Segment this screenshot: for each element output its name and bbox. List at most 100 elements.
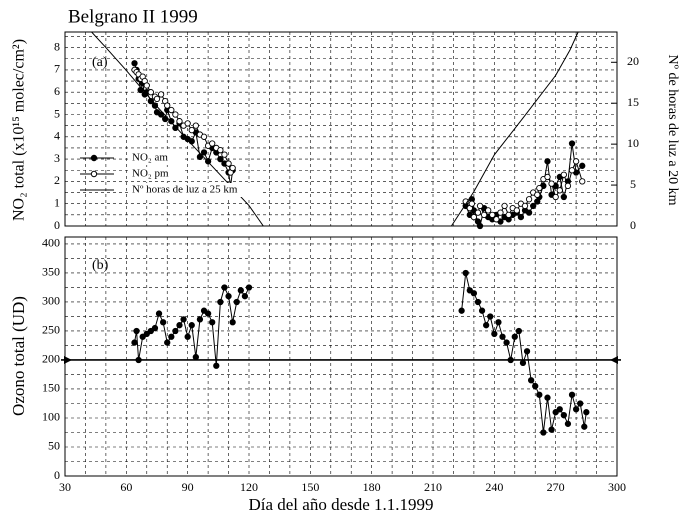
data-point <box>168 118 175 125</box>
legend-label: Nº horas de luz a 25 km <box>132 184 238 196</box>
data-point <box>556 406 563 413</box>
y-tick-label: 8 <box>54 39 60 53</box>
data-point <box>233 298 240 306</box>
data-point <box>572 158 580 165</box>
data-point <box>462 269 469 277</box>
y-tick-label: 400 <box>42 236 60 250</box>
data-point <box>217 298 224 306</box>
data-point <box>476 202 484 210</box>
data-point <box>548 180 555 187</box>
series-line <box>450 32 579 226</box>
data-point <box>131 339 138 346</box>
legend-label: NO₂ am <box>132 152 168 164</box>
data-point <box>513 207 520 214</box>
data-point <box>489 211 496 219</box>
data-point <box>493 216 500 223</box>
data-point <box>476 222 484 230</box>
data-point <box>164 339 171 346</box>
data-point <box>544 158 551 165</box>
legend-bg <box>130 167 185 181</box>
data-point <box>245 284 253 291</box>
data-point <box>483 322 490 329</box>
data-point <box>503 339 510 346</box>
data-point <box>209 319 216 326</box>
annotation: (b) <box>92 258 109 273</box>
data-point <box>499 333 506 340</box>
y2-tick-label: 0 <box>630 218 636 232</box>
x-tick-label: 150 <box>301 480 319 494</box>
y-tick-label: 3 <box>54 151 60 165</box>
data-point <box>188 126 195 134</box>
data-point <box>485 207 492 214</box>
data-point <box>470 213 478 221</box>
data-point <box>143 82 150 89</box>
data-point <box>560 171 567 178</box>
data-point <box>196 153 204 161</box>
data-point <box>172 111 179 118</box>
data-point <box>180 316 187 323</box>
data-point <box>188 322 195 329</box>
data-point <box>544 173 551 181</box>
x-tick-label: 180 <box>363 480 381 494</box>
y-tick-label: 1 <box>54 195 60 209</box>
data-point <box>568 391 576 398</box>
data-point <box>147 97 155 105</box>
y-tick-label: 0 <box>54 218 60 232</box>
data-point <box>470 290 478 297</box>
data-point <box>196 316 204 323</box>
data-point <box>525 209 533 216</box>
data-point <box>133 327 140 335</box>
data-point <box>474 298 482 306</box>
data-point <box>155 310 163 317</box>
data-point <box>497 209 504 216</box>
y-tick-label: 5 <box>54 106 60 120</box>
data-point <box>237 287 244 294</box>
annotation: (a) <box>92 55 108 70</box>
y-tick-label: 50 <box>48 439 60 453</box>
data-point <box>151 102 159 109</box>
data-point <box>544 394 551 401</box>
data-point <box>478 307 486 314</box>
data-point <box>217 155 224 163</box>
x-tick-label: 270 <box>547 480 565 494</box>
data-point <box>511 333 518 340</box>
data-point <box>209 140 216 147</box>
data-point <box>221 151 228 158</box>
data-point <box>579 178 586 185</box>
y-tick-label: 2 <box>54 173 60 187</box>
data-point <box>572 406 580 413</box>
legend-marker <box>90 154 98 162</box>
y-tick-label: 150 <box>42 381 60 395</box>
series-line <box>461 272 587 433</box>
data-point <box>568 140 576 147</box>
data-point <box>192 122 199 129</box>
y-tick-label: 350 <box>42 265 60 279</box>
x-tick-label: 120 <box>240 480 258 494</box>
data-point <box>176 322 183 329</box>
y-tick-label: 6 <box>54 84 60 98</box>
data-point <box>583 409 590 416</box>
data-point <box>184 120 191 127</box>
data-point <box>176 118 183 125</box>
data-point <box>168 106 175 114</box>
data-point <box>200 133 208 140</box>
y2-tick-label: 15 <box>627 95 639 109</box>
data-point <box>507 356 514 364</box>
data-point <box>135 356 142 364</box>
data-point <box>560 193 567 201</box>
data-point <box>184 333 191 340</box>
plot-frame <box>64 31 618 227</box>
y-tick-label: 4 <box>54 129 60 143</box>
data-point <box>131 60 138 67</box>
data-point <box>480 211 488 219</box>
data-point <box>225 293 232 300</box>
y-axis-label: Ozono total (UD) <box>9 296 28 416</box>
data-point <box>229 319 236 326</box>
data-point <box>532 382 539 390</box>
data-point <box>523 348 531 355</box>
x-axis-label: Día del año desde 1.1.1999 <box>248 495 433 514</box>
data-point <box>581 423 588 430</box>
y-tick-label: 250 <box>42 323 60 337</box>
data-point <box>204 310 212 317</box>
